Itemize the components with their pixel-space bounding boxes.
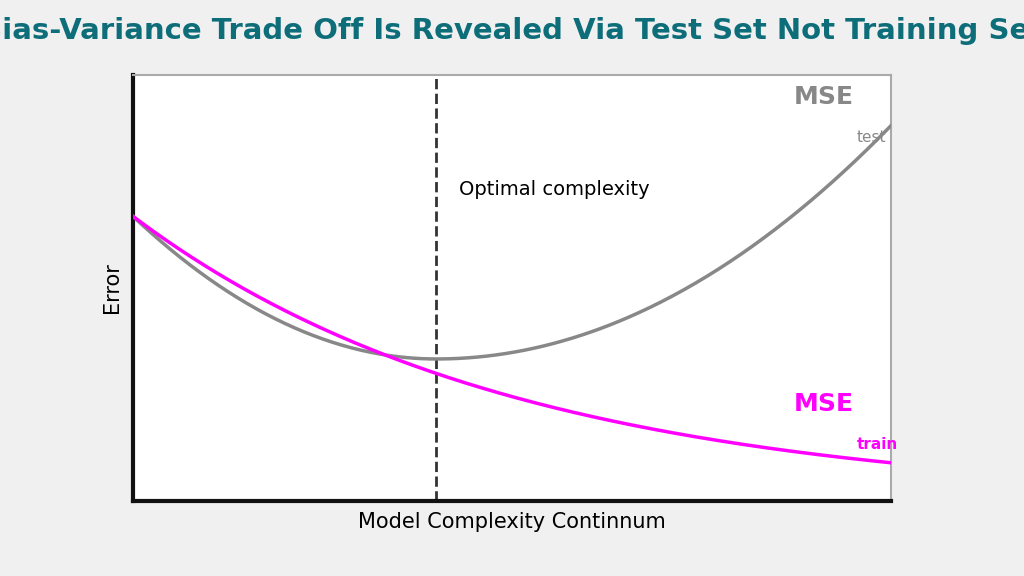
Text: $\mathbf{MSE}$: $\mathbf{MSE}$ [793,392,853,416]
Y-axis label: Error: Error [102,263,122,313]
Text: test: test [857,130,887,145]
Text: Bias-Variance Trade Off Is Revealed Via Test Set Not Training Set: Bias-Variance Trade Off Is Revealed Via … [0,17,1024,46]
Text: Optimal complexity: Optimal complexity [459,180,649,199]
X-axis label: Model Complexity Continnum: Model Complexity Continnum [358,512,666,532]
Text: train: train [857,437,898,452]
Text: $\mathbf{MSE}$: $\mathbf{MSE}$ [793,85,853,109]
